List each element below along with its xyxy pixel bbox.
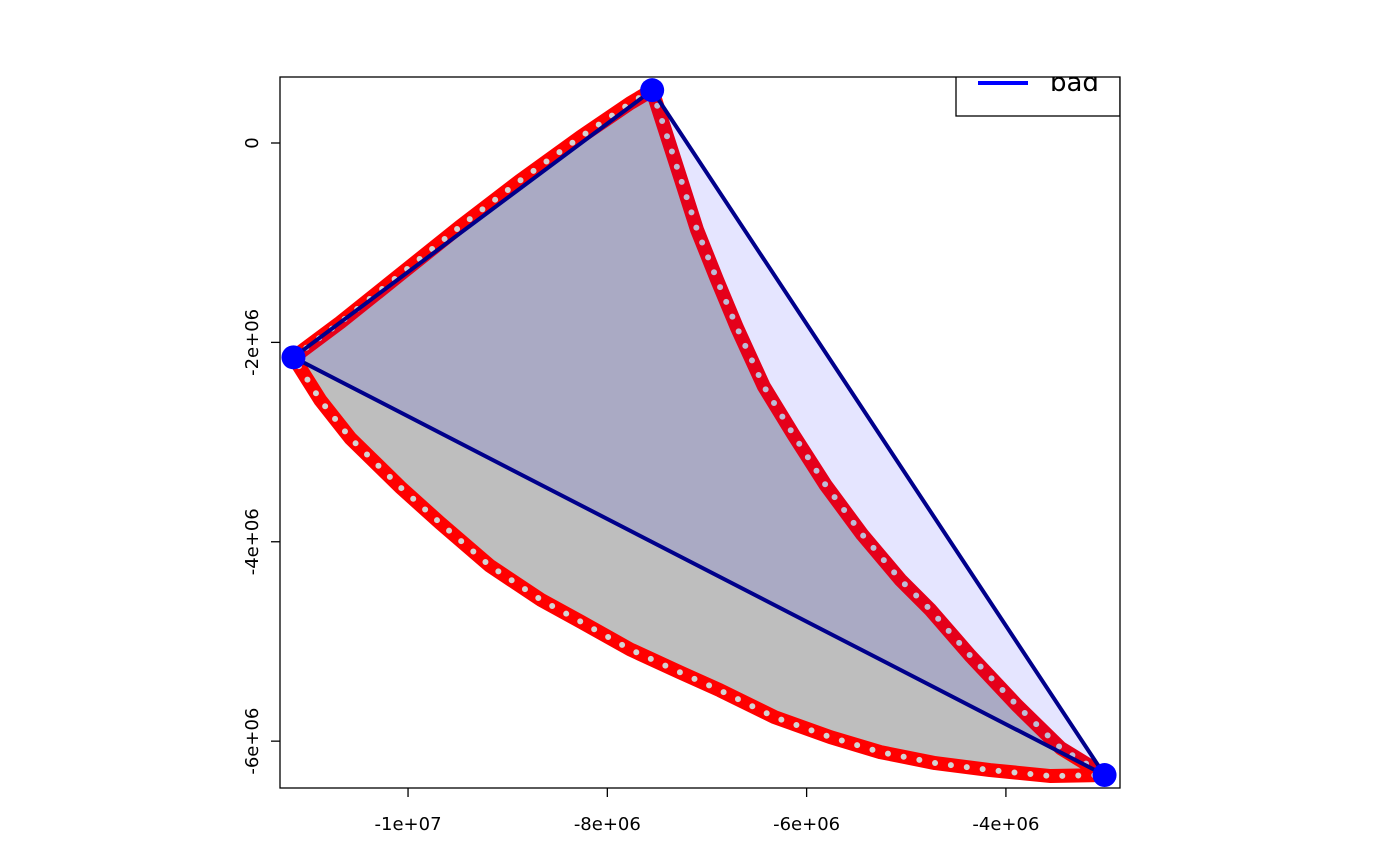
x-tick-label: -4e+06 bbox=[972, 814, 1039, 835]
legend: bad bbox=[955, 68, 1120, 117]
x-tick-label: -8e+06 bbox=[574, 814, 641, 835]
x-tick-label: -6e+06 bbox=[773, 814, 840, 835]
vertex-point bbox=[281, 345, 306, 370]
y-tick-label: -2e+06 bbox=[242, 309, 263, 376]
plot-area: bad bbox=[281, 68, 1120, 788]
vertex-point bbox=[1092, 763, 1117, 788]
plot-box bbox=[279, 76, 1121, 789]
y-tick-label: 0 bbox=[242, 137, 263, 148]
triangle bbox=[291, 88, 1107, 778]
legend-label: bad bbox=[1050, 68, 1099, 98]
y-tick-label: -6e+06 bbox=[242, 708, 263, 775]
axes: -1e+07 -8e+06 -6e+06 -4e+06 0 -2e+06 -4e+06 -6e… bbox=[242, 137, 1039, 835]
y-tick-label: -4e+06 bbox=[242, 508, 263, 575]
x-tick-label: -1e+07 bbox=[375, 814, 442, 835]
vertex-point bbox=[640, 78, 665, 103]
